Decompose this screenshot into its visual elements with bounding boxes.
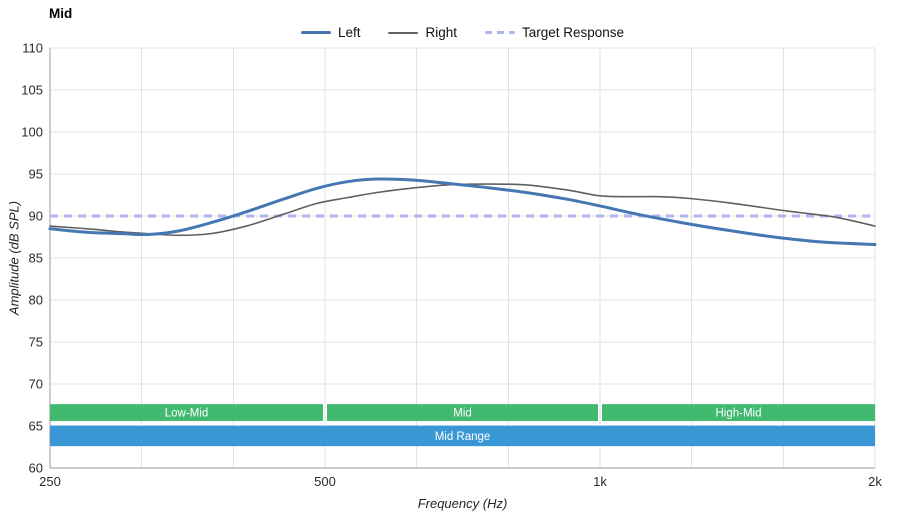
band-label-mid-range: Mid Range [435,431,491,443]
right-curve [49,183,876,237]
legend-item-right[interactable]: Right [388,25,457,40]
band-mid [327,404,598,421]
x-tick-label: 250 [39,474,61,489]
legend-swatch-right [388,31,419,34]
band-label-high-mid: High-Mid [715,408,761,420]
band-low-mid [50,404,323,421]
x-tick-label: 2k [868,474,882,489]
x-axis-title: Frequency (Hz) [417,496,508,511]
y-tick-label: 110 [22,41,43,56]
chart-legend: Left Right Target Response [50,25,875,40]
legend-label-left: Left [337,25,361,40]
legend-item-target-response[interactable]: Target Response [484,25,625,40]
y-tick-label: 95 [29,167,43,182]
legend-swatch-left [300,31,331,34]
legend-label-right: Right [425,25,457,40]
band-label-low-mid: Low-Mid [165,408,208,420]
y-axis-title: Amplitude (dB SPL) [6,200,22,316]
band-mid-range [50,425,875,447]
left-curve [48,177,877,247]
y-tick-label: 60 [29,461,43,476]
legend-swatch-target-response [484,31,515,34]
x-tick-label: 500 [314,474,336,489]
band-high-mid [602,404,875,421]
x-tick-label: 1k [593,474,607,489]
y-tick-label: 85 [29,251,43,266]
y-tick-label: 105 [21,83,43,98]
y-tick-label: 80 [29,293,43,308]
band-label-mid: Mid [453,408,472,420]
y-tick-label: 90 [29,209,43,224]
legend-item-left[interactable]: Left [300,25,361,40]
legend-label-target-response: Target Response [521,25,625,40]
chart-title: Mid [49,6,73,21]
y-tick-label: 100 [21,125,43,140]
y-tick-label: 65 [29,419,43,434]
y-tick-label: 75 [29,335,43,350]
y-tick-label: 70 [29,377,43,392]
